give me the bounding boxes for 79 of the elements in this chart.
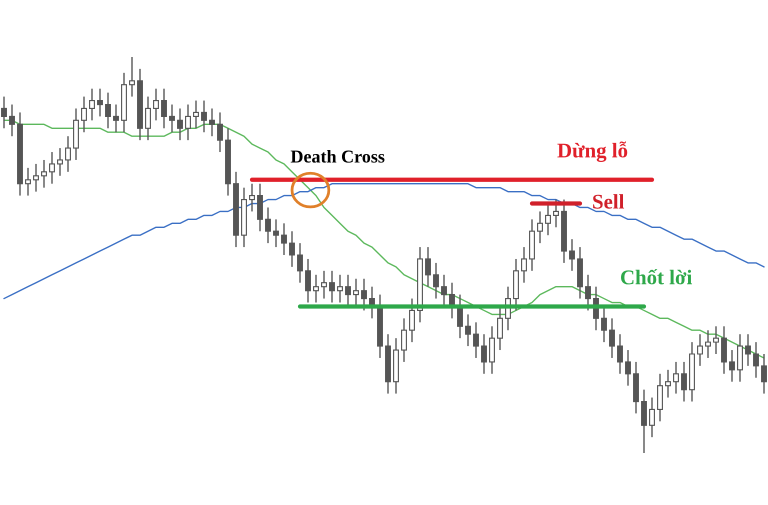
candlestick — [249, 183, 255, 212]
series-label: Dừng lỗ — [557, 141, 628, 162]
candlestick — [569, 238, 575, 272]
candlestick — [145, 96, 151, 141]
candlestick — [465, 314, 471, 347]
candlestick — [681, 361, 687, 402]
candlestick — [185, 104, 191, 141]
candlestick — [1, 96, 7, 129]
candlestick — [305, 258, 311, 304]
annotation: Death Cross — [290, 150, 384, 163]
candlestick — [65, 136, 71, 173]
candlestick — [57, 147, 63, 176]
candlestick — [425, 246, 431, 288]
candlestick — [89, 88, 95, 122]
candlestick — [649, 396, 655, 438]
candlestick — [49, 151, 55, 184]
candlestick — [641, 388, 647, 454]
candlestick — [313, 274, 319, 304]
candlestick — [273, 218, 279, 248]
candlestick — [609, 318, 615, 359]
candlestick — [481, 334, 487, 374]
candlestick — [201, 100, 207, 133]
candlestick — [361, 278, 367, 312]
series-label: Chốt lời — [621, 269, 692, 284]
candlestick — [9, 104, 15, 137]
candlestick — [33, 163, 39, 192]
candlestick — [657, 373, 663, 422]
candlestick — [617, 334, 623, 374]
candlestick — [289, 230, 295, 268]
candlestick — [697, 334, 703, 367]
candlestick — [585, 274, 591, 312]
candlestick — [521, 246, 527, 284]
candlestick — [737, 334, 743, 382]
candlestick — [601, 306, 607, 343]
candlestick — [105, 92, 111, 129]
candlestick — [721, 326, 727, 374]
candlestick — [665, 369, 671, 398]
series-label: Sell — [593, 194, 624, 209]
candlestick — [153, 88, 159, 122]
candlestick — [433, 262, 439, 300]
candlestick — [25, 167, 31, 196]
candlestick — [113, 104, 119, 133]
candlestick — [265, 206, 271, 244]
candlestick — [177, 108, 183, 141]
candlestick — [97, 88, 103, 118]
candlestick — [329, 270, 335, 304]
candlestick — [257, 183, 263, 232]
candlestick — [441, 274, 447, 308]
candlestick — [41, 159, 47, 188]
candlestick — [281, 222, 287, 256]
candlestick — [353, 278, 359, 308]
candlestick — [217, 112, 223, 153]
candlestick — [345, 274, 351, 308]
candlestick — [209, 108, 215, 137]
candlestick — [713, 326, 719, 355]
candlestick — [401, 318, 407, 363]
candlestick — [537, 210, 543, 244]
candlestick — [161, 88, 167, 129]
candlestick — [169, 104, 175, 133]
candlestick — [297, 242, 303, 284]
candlestick — [409, 298, 415, 343]
candlestick — [729, 349, 735, 382]
candlestick — [673, 361, 679, 394]
candlestick — [81, 96, 87, 133]
candlestick — [489, 326, 495, 374]
candlestick — [497, 306, 503, 351]
candlestick — [337, 274, 343, 304]
candlestick — [193, 100, 199, 129]
candlestick — [321, 270, 327, 300]
candlestick — [457, 294, 463, 339]
candlestick — [129, 56, 135, 98]
candlestick — [753, 341, 759, 378]
candlestick — [705, 330, 711, 359]
candlestick — [553, 198, 559, 228]
candlestick — [545, 202, 551, 236]
candlestick — [761, 353, 767, 394]
candlestick — [473, 322, 479, 359]
candlestick — [745, 334, 751, 367]
candlestick — [625, 349, 631, 386]
